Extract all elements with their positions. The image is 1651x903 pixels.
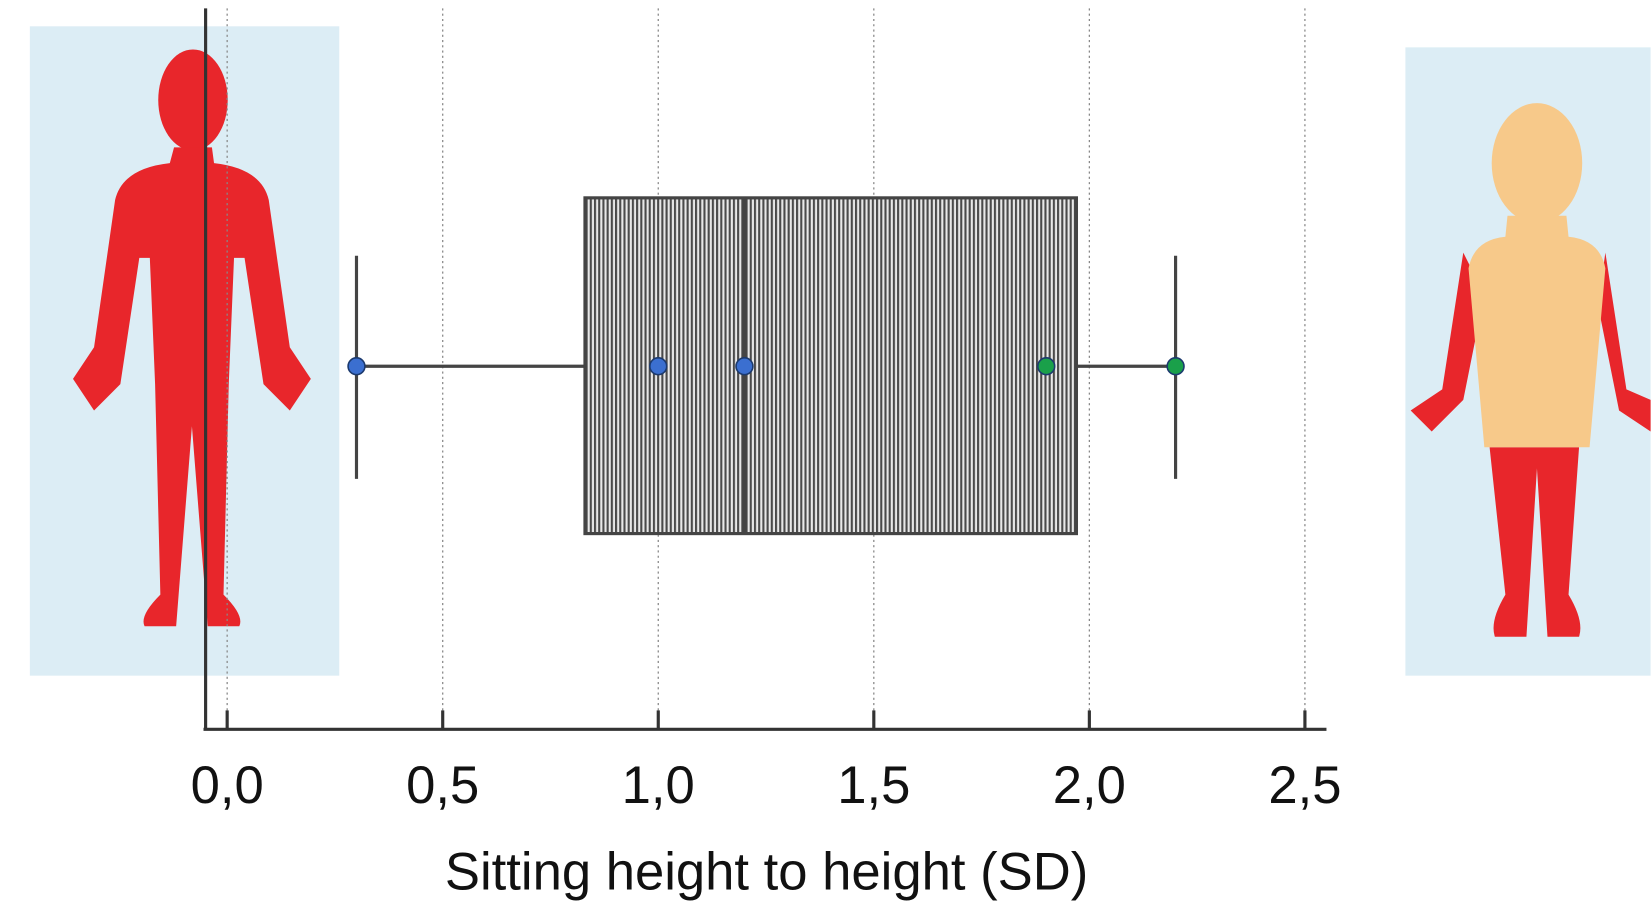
data-point — [1037, 357, 1056, 376]
x-axis-label: Sitting height to height (SD) — [445, 842, 1088, 901]
left-figure — [29, 26, 340, 676]
data-point — [347, 357, 366, 376]
x-tick-label: 2,0 — [1053, 756, 1126, 815]
data-point — [649, 357, 668, 376]
x-tick-label: 1,0 — [622, 756, 695, 815]
x-tick-label: 2,5 — [1268, 756, 1341, 815]
right-figure — [1405, 47, 1651, 676]
x-tick-label: 0,0 — [191, 756, 264, 815]
x-tick-label: 1,5 — [837, 756, 910, 815]
data-point — [1166, 357, 1185, 376]
data-point — [735, 357, 754, 376]
x-tick-label: 0,5 — [406, 756, 479, 815]
